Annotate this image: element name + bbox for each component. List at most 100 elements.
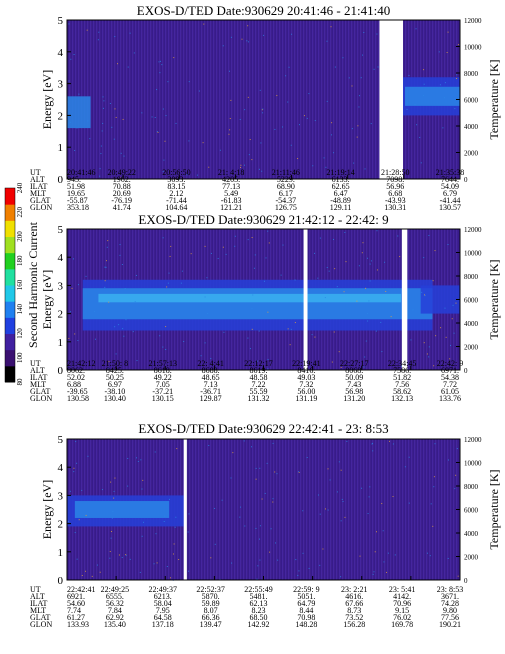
y2-tick-label: 10000 — [464, 250, 482, 258]
noise-dot — [234, 245, 236, 247]
colorbar-tick-label: 140 — [16, 304, 24, 315]
ephemeris-cell: 55.59 — [250, 387, 268, 396]
ephemeris-cell: 51.82 — [393, 373, 411, 382]
noise-dot — [426, 353, 428, 355]
ephemeris-cell: 21: 4:18 — [218, 168, 244, 177]
ephemeris-cell: 20:49:22 — [107, 168, 135, 177]
noise-dot — [208, 166, 210, 168]
ephemeris-cell: 8416. — [297, 366, 315, 375]
noise-dot — [368, 496, 370, 498]
ephemeris-cell: 7098. — [386, 175, 404, 184]
noise-dot — [102, 122, 104, 124]
noise-dot — [364, 356, 366, 358]
noise-dot — [303, 115, 305, 117]
y-tick-label: 3 — [58, 490, 64, 502]
noise-dot — [113, 490, 115, 492]
y2-tick-label: 4000 — [464, 530, 479, 538]
noise-dot — [338, 461, 340, 463]
noise-dot — [264, 492, 266, 494]
noise-dot — [358, 265, 360, 267]
noise-dot — [333, 238, 335, 240]
noise-dot — [196, 174, 198, 176]
noise-dot — [374, 551, 376, 553]
noise-dot — [204, 296, 206, 298]
noise-dot — [127, 457, 129, 459]
ephemeris-cell: -48.89 — [330, 196, 351, 205]
noise-dot — [334, 268, 336, 270]
ephemeris-cell: -41.44 — [440, 196, 461, 205]
noise-dot — [452, 304, 454, 306]
ephemeris-cell: 54.38 — [441, 373, 459, 382]
noise-dot — [298, 570, 300, 572]
energy-band-2 — [74, 501, 170, 518]
y-axis-label: Energy [eV] — [40, 270, 54, 329]
ephemeris-cell: 7.05 — [156, 380, 170, 389]
noise-dot — [297, 158, 299, 160]
noise-dot — [121, 264, 123, 266]
panel-1: EXOS-D/TED Date:930629 20:41:46 - 21:41:… — [30, 3, 501, 212]
y2-axis-label: Temperature [K] — [487, 469, 501, 549]
noise-dot — [241, 38, 243, 40]
noise-dot — [454, 488, 456, 490]
noise-dot — [73, 53, 75, 55]
noise-dot — [74, 333, 76, 335]
noise-dot — [108, 367, 110, 369]
noise-dot — [112, 510, 114, 512]
noise-dot — [167, 282, 169, 284]
noise-dot — [225, 253, 227, 255]
noise-dot — [290, 328, 292, 330]
noise-dot — [108, 361, 110, 363]
noise-dot — [256, 360, 258, 362]
noise-dot — [270, 528, 272, 530]
ephemeris-cell: 3093. — [167, 175, 185, 184]
noise-dot — [87, 455, 89, 457]
noise-dot — [306, 456, 308, 458]
y-tick-label: 1 — [58, 547, 64, 559]
noise-dot — [181, 270, 183, 272]
noise-dot — [74, 532, 76, 534]
noise-dot — [81, 489, 83, 491]
ephemeris-cell: 353.18 — [67, 203, 89, 212]
ephemeris-cell: 5481. — [250, 592, 268, 601]
noise-dot — [230, 36, 232, 38]
ephemeris-row-label: ALT — [30, 592, 45, 601]
noise-dot — [380, 321, 382, 323]
ephemeris-cell: 5870. — [202, 592, 220, 601]
colorbar-segment — [5, 188, 15, 205]
noise-dot — [248, 154, 250, 156]
panel-title: EXOS-D/TED Date:930629 22:42:41 - 23: 8:… — [138, 421, 388, 436]
noise-dot — [67, 101, 69, 103]
y2-tick-label: 8000 — [464, 273, 479, 281]
noise-dot — [108, 301, 110, 303]
noise-dot — [78, 519, 80, 521]
noise-dot — [259, 89, 261, 91]
noise-dot — [330, 26, 332, 28]
noise-dot — [73, 467, 75, 469]
ephemeris-cell: -71.44 — [166, 196, 187, 205]
noise-dot — [317, 277, 319, 279]
noise-dot — [200, 355, 202, 357]
noise-dot — [376, 531, 378, 533]
noise-dot — [274, 471, 276, 473]
y2-tick-label: 4000 — [464, 320, 479, 328]
ephemeris-cell: 7.74 — [67, 606, 81, 615]
ephemeris-cell: 70.98 — [297, 613, 315, 622]
noise-dot — [340, 469, 342, 471]
noise-dot — [104, 280, 106, 282]
noise-dot — [421, 291, 423, 293]
noise-dot — [162, 108, 164, 110]
y-axis-label: Energy [eV] — [40, 480, 54, 539]
noise-dot — [359, 95, 361, 97]
noise-dot — [142, 521, 144, 523]
noise-dot — [207, 313, 209, 315]
noise-dot — [161, 64, 163, 66]
noise-dot — [444, 82, 446, 84]
noise-dot — [114, 326, 116, 328]
noise-dot — [222, 45, 224, 47]
noise-dot — [160, 60, 162, 62]
noise-dot — [109, 102, 111, 104]
noise-dot — [81, 575, 83, 577]
noise-dot — [456, 74, 458, 76]
ephemeris-cell: 148.28 — [295, 620, 317, 629]
noise-dot — [246, 40, 248, 42]
